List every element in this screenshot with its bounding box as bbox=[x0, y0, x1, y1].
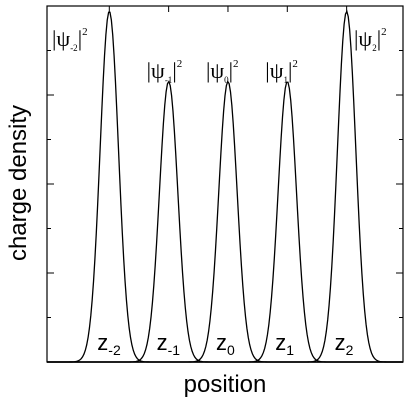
wavefunction-labels: |ψ-2|2 |ψ-1|2 |ψ0|2 |ψ1|2 |ψ2|2 bbox=[52, 26, 387, 85]
density-curve-1 bbox=[47, 80, 403, 363]
position-label-3: z1 bbox=[275, 330, 294, 358]
density-curve-3 bbox=[47, 81, 403, 363]
position-label-1: z-1 bbox=[157, 330, 181, 358]
position-labels: z-2 z-1 z0 z1 z2 bbox=[97, 330, 353, 358]
density-curve-2 bbox=[47, 80, 403, 363]
density-curves bbox=[47, 9, 403, 363]
position-label-2: z0 bbox=[216, 330, 235, 358]
position-label-4: z2 bbox=[335, 330, 354, 358]
position-label-0: z-2 bbox=[97, 330, 121, 358]
wavefunction-label-4: |ψ2|2 bbox=[354, 26, 387, 53]
wavefunction-label-2: |ψ0|2 bbox=[206, 58, 239, 85]
x-axis-label: position bbox=[184, 371, 267, 398]
density-curve-0 bbox=[47, 11, 403, 363]
wavefunction-label-3: |ψ1|2 bbox=[265, 58, 298, 85]
wavefunction-label-0: |ψ-2|2 bbox=[52, 26, 88, 53]
axis-ticks bbox=[47, 6, 403, 318]
wavefunction-label-1: |ψ-1|2 bbox=[147, 58, 183, 85]
density-curve-4 bbox=[47, 9, 403, 363]
y-axis-label: charge density bbox=[5, 105, 32, 261]
plot-frame bbox=[46, 5, 404, 363]
